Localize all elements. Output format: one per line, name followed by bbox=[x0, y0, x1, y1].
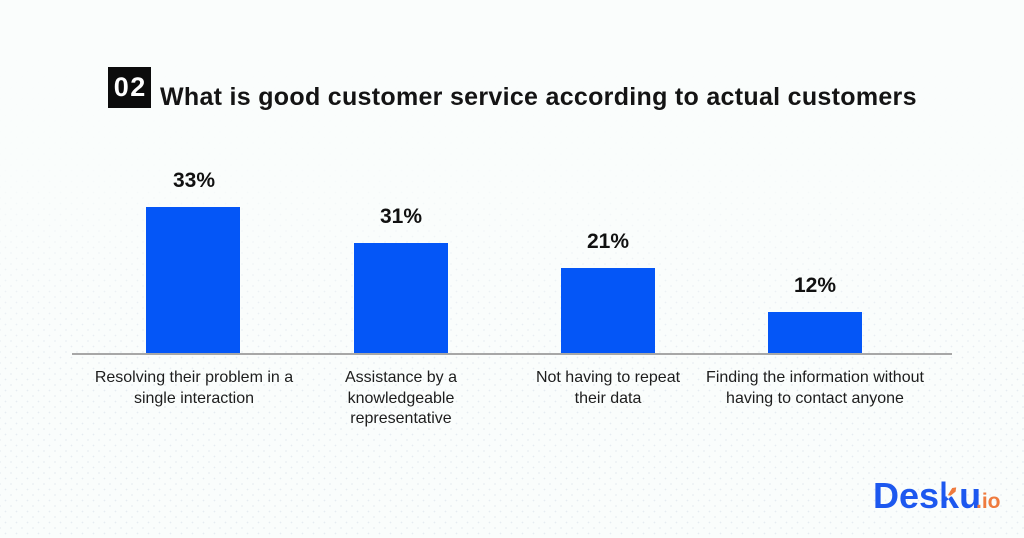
svg-text:Desku: Desku bbox=[873, 475, 981, 516]
svg-text:.io: .io bbox=[976, 490, 1001, 513]
